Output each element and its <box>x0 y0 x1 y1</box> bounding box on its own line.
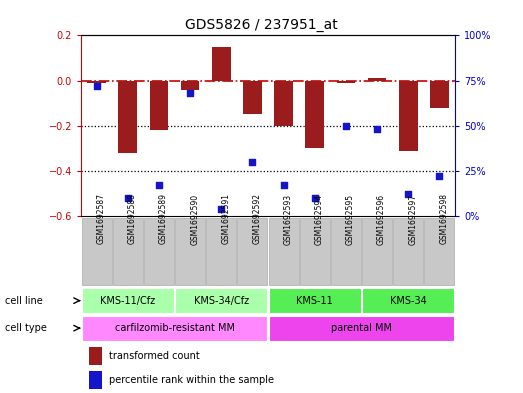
Text: cell type: cell type <box>5 323 47 333</box>
FancyBboxPatch shape <box>362 288 454 313</box>
Text: GSM1692596: GSM1692596 <box>377 193 386 244</box>
Bar <box>305 81 324 148</box>
Text: GSM1692597: GSM1692597 <box>408 193 417 244</box>
FancyBboxPatch shape <box>269 316 454 340</box>
FancyBboxPatch shape <box>331 218 361 285</box>
FancyBboxPatch shape <box>269 218 299 285</box>
FancyBboxPatch shape <box>393 218 423 285</box>
FancyBboxPatch shape <box>144 218 174 285</box>
Point <box>186 90 195 96</box>
Bar <box>181 81 199 90</box>
Bar <box>150 81 168 130</box>
Bar <box>368 78 386 81</box>
Bar <box>399 81 417 151</box>
FancyBboxPatch shape <box>300 218 329 285</box>
FancyBboxPatch shape <box>113 218 143 285</box>
Text: GSM1692594: GSM1692594 <box>315 193 324 244</box>
Text: percentile rank within the sample: percentile rank within the sample <box>109 375 275 385</box>
Point <box>404 191 413 198</box>
Point <box>342 123 350 129</box>
Text: parental MM: parental MM <box>331 323 392 333</box>
Point <box>311 195 319 201</box>
Point <box>155 182 163 189</box>
Point <box>217 206 225 212</box>
FancyBboxPatch shape <box>237 218 267 285</box>
Bar <box>87 81 106 83</box>
FancyBboxPatch shape <box>175 218 205 285</box>
Point <box>123 195 132 201</box>
FancyBboxPatch shape <box>175 288 267 313</box>
Text: carfilzomib-resistant MM: carfilzomib-resistant MM <box>115 323 234 333</box>
Bar <box>88 347 102 365</box>
Text: KMS-34/Cfz: KMS-34/Cfz <box>194 296 249 306</box>
Bar <box>243 81 262 114</box>
Text: GSM1692593: GSM1692593 <box>283 193 293 244</box>
Text: GSM1692595: GSM1692595 <box>346 193 355 244</box>
Text: GDS5826 / 237951_at: GDS5826 / 237951_at <box>185 18 338 32</box>
Text: GSM1692590: GSM1692590 <box>190 193 199 244</box>
Text: KMS-11/Cfz: KMS-11/Cfz <box>100 296 155 306</box>
Bar <box>212 47 231 81</box>
FancyBboxPatch shape <box>82 316 267 340</box>
Text: KMS-34: KMS-34 <box>390 296 427 306</box>
Point <box>279 182 288 189</box>
Text: GSM1692591: GSM1692591 <box>221 193 230 244</box>
Bar <box>430 81 449 108</box>
Text: GSM1692592: GSM1692592 <box>253 193 262 244</box>
Text: KMS-11: KMS-11 <box>297 296 333 306</box>
Point <box>93 83 101 89</box>
Point <box>248 159 257 165</box>
FancyBboxPatch shape <box>362 218 392 285</box>
FancyBboxPatch shape <box>425 218 454 285</box>
Text: cell line: cell line <box>5 296 43 306</box>
Text: GSM1692589: GSM1692589 <box>159 193 168 244</box>
FancyBboxPatch shape <box>82 218 111 285</box>
Point <box>435 173 444 180</box>
Text: GSM1692598: GSM1692598 <box>439 193 448 244</box>
Text: transformed count: transformed count <box>109 351 200 361</box>
Point <box>373 126 381 132</box>
Bar <box>88 371 102 389</box>
Text: GSM1692588: GSM1692588 <box>128 193 137 244</box>
Bar <box>118 81 137 153</box>
FancyBboxPatch shape <box>207 218 236 285</box>
FancyBboxPatch shape <box>82 288 174 313</box>
FancyBboxPatch shape <box>269 288 361 313</box>
Bar <box>337 81 355 83</box>
Text: GSM1692587: GSM1692587 <box>97 193 106 244</box>
Bar <box>274 81 293 126</box>
